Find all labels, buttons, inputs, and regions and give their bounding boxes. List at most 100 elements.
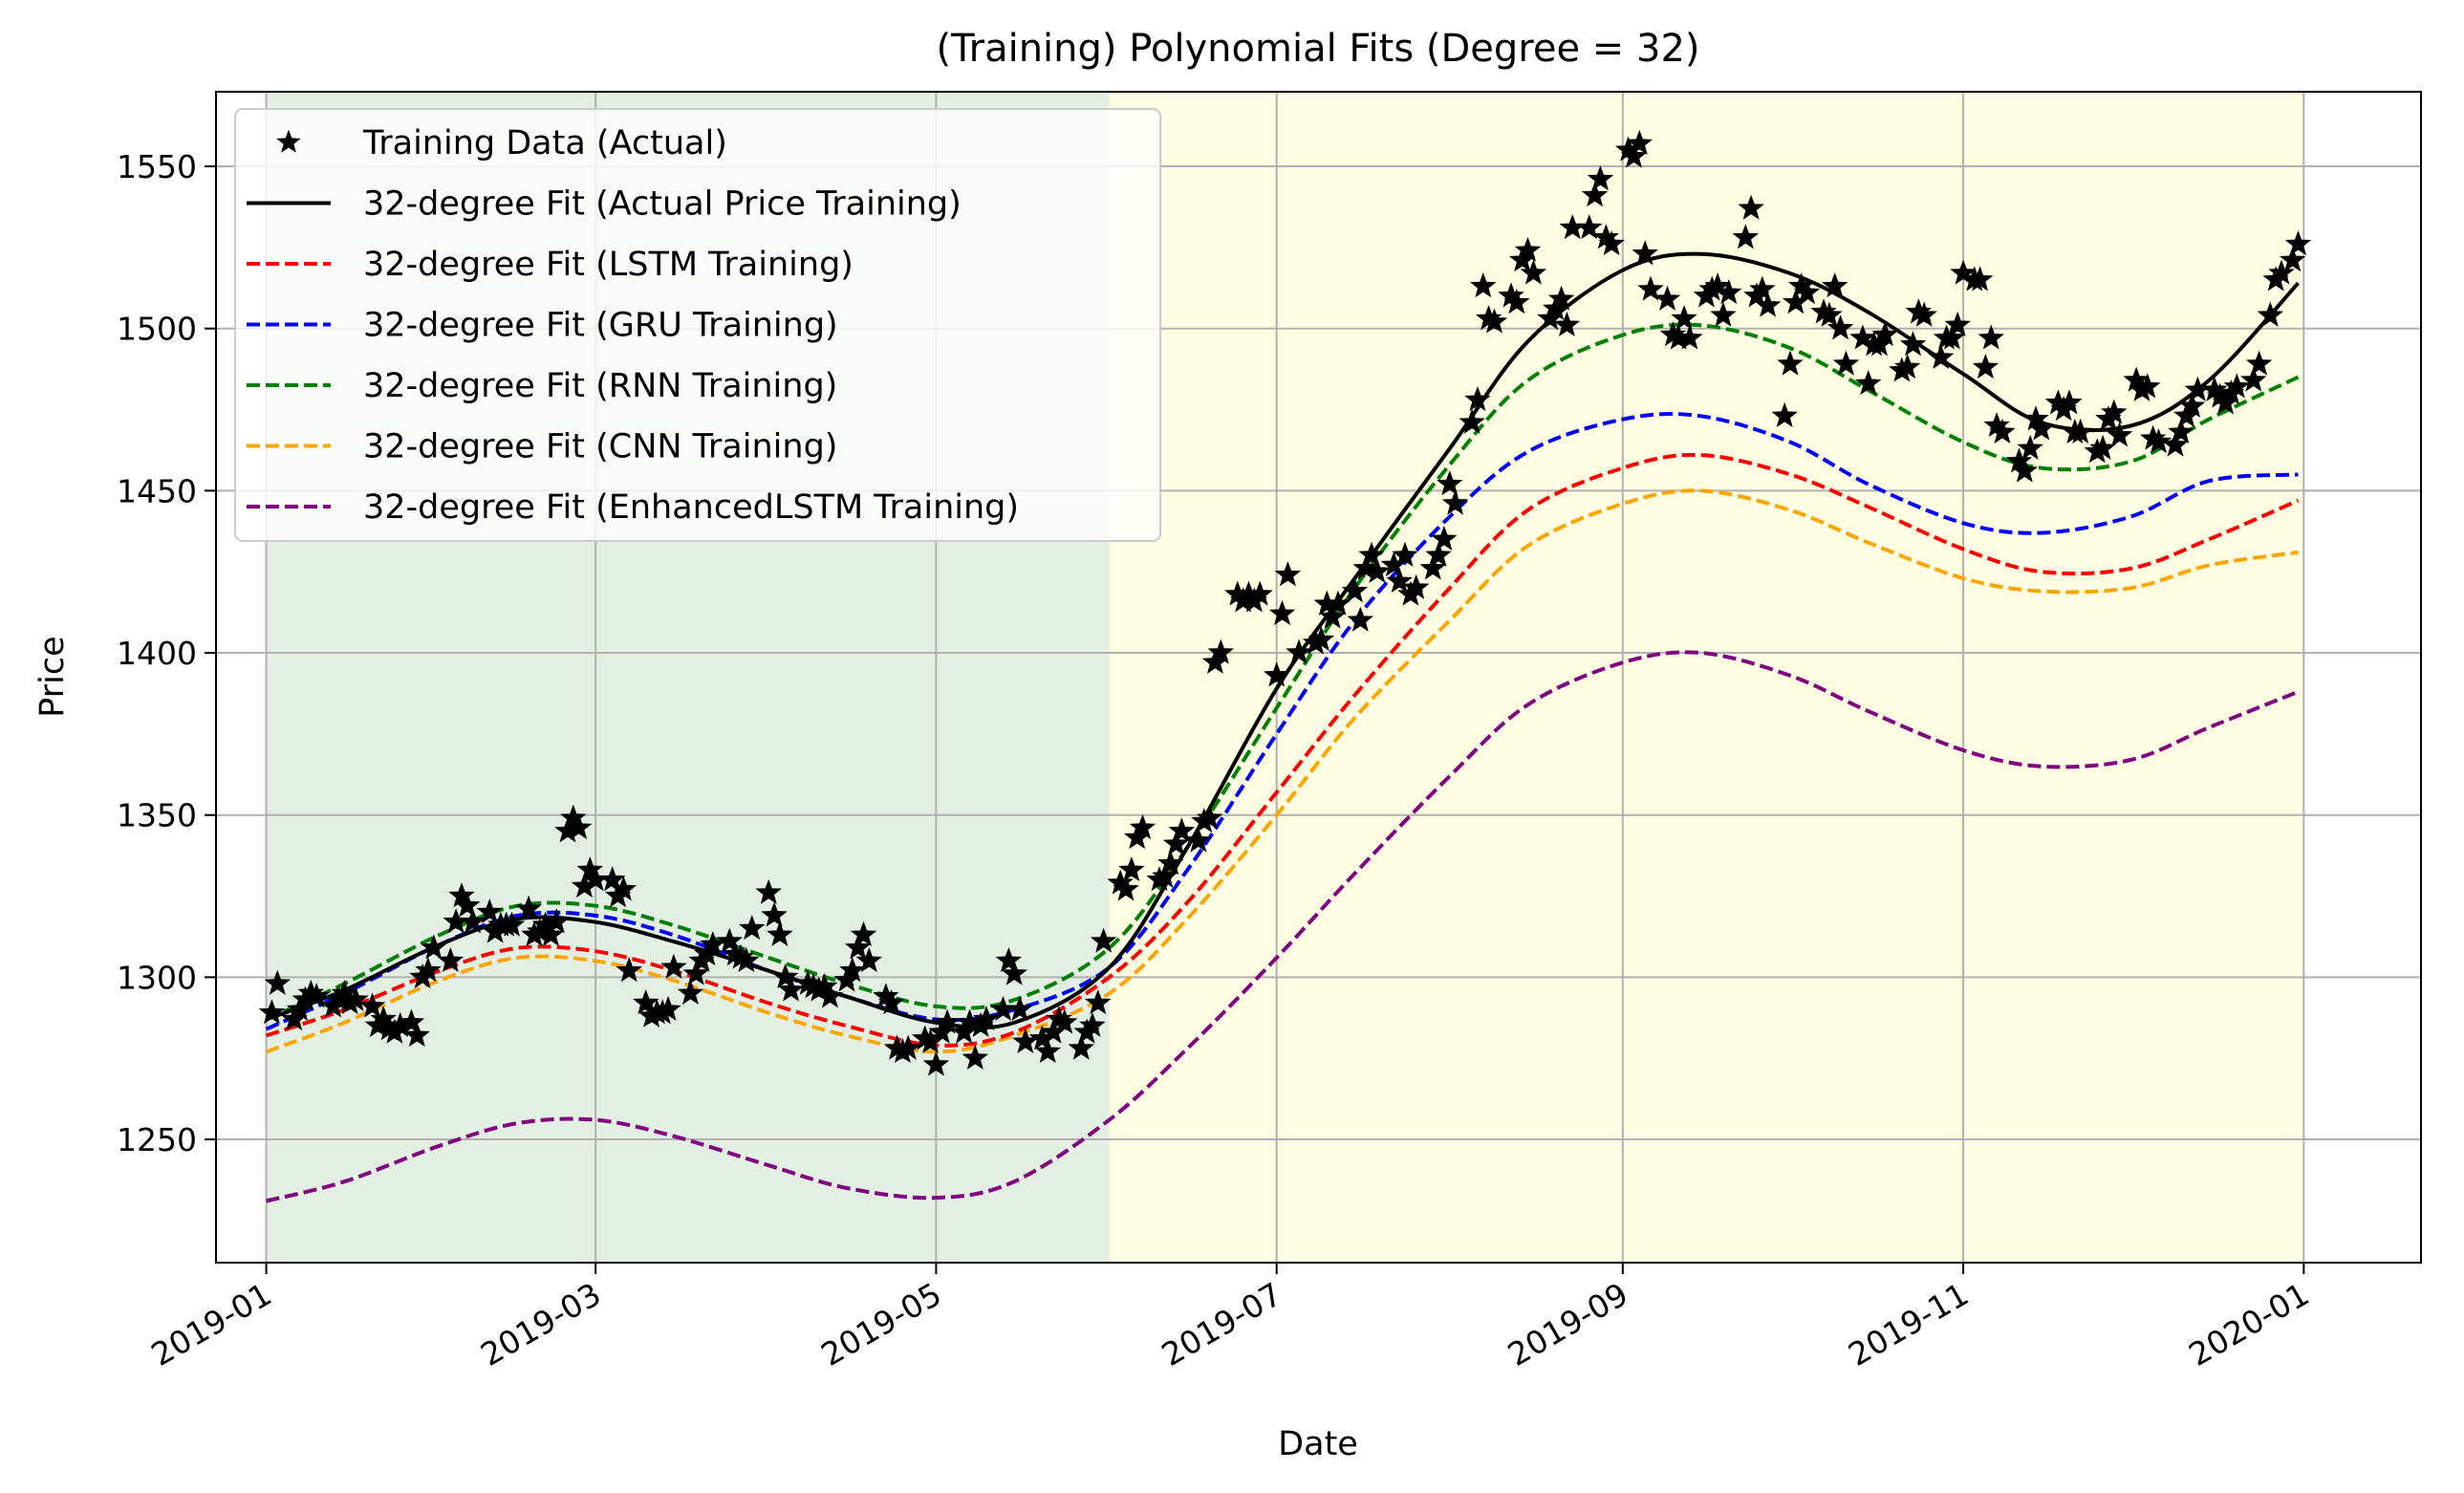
training-data-point [2178, 392, 2206, 418]
training-data-point [610, 876, 638, 901]
training-data-point [1347, 606, 1374, 632]
training-data-point [934, 1008, 961, 1034]
training-data-point [1716, 278, 1742, 305]
training-data-point [1704, 272, 1731, 298]
training-data-point [1286, 638, 1312, 664]
training-data-point [1152, 862, 1178, 888]
training-data-point [2011, 457, 2039, 483]
training-data-point [1581, 182, 1609, 207]
y-tick-label: 1300 [117, 959, 197, 996]
training-data-point [415, 957, 442, 983]
training-data-point [1710, 301, 1737, 327]
training-data-point [755, 878, 782, 904]
training-data-point [2028, 415, 2055, 441]
training-data-point [537, 920, 565, 946]
training-data-point [1514, 236, 1542, 262]
fit-lines [265, 251, 2300, 1203]
training-data-point [761, 901, 788, 927]
training-data-point [1871, 321, 1899, 347]
legend-box [234, 108, 1161, 542]
training-data-point [1849, 324, 1876, 350]
training-data-point [1118, 855, 1145, 882]
training-data-point [1464, 385, 1491, 412]
training-data-point [1950, 259, 1977, 285]
training-data-point [1085, 989, 1112, 1015]
training-data-point [682, 960, 709, 985]
training-data-point [1470, 272, 1497, 298]
training-data-point [1481, 308, 1508, 334]
training-data-point [1637, 275, 1664, 301]
training-data-point [476, 898, 503, 924]
training-data-point [738, 915, 766, 941]
training-data-point [1308, 626, 1335, 652]
training-data-point [1503, 289, 1530, 314]
fit-line-32-degree-fit-actual-price-training [265, 251, 2300, 1030]
training-data-point [1162, 830, 1190, 855]
training-data-point [2268, 259, 2295, 285]
shaded-region-2 [1109, 92, 2304, 1263]
legend-label: 32-degree Fit (CNN Training) [363, 428, 837, 466]
training-data-point [1268, 599, 1296, 625]
training-data-point [342, 985, 369, 1011]
training-data-point [2240, 366, 2267, 392]
training-data-point [398, 1008, 425, 1034]
training-data-point [922, 1050, 950, 1076]
legend-label: 32-degree Fit (Actual Price Training) [363, 185, 962, 224]
training-data-point [855, 946, 883, 973]
training-data-point [1793, 278, 1821, 305]
training-data-point [1263, 661, 1290, 687]
training-data-point [1754, 292, 1782, 317]
training-data-point [1246, 580, 1273, 606]
training-data-point [1587, 165, 1614, 191]
training-data-point [1978, 324, 2004, 350]
training-data-point [1319, 603, 1346, 629]
training-data-point [1425, 541, 1452, 567]
training-data-point [839, 957, 866, 983]
training-data-point [1576, 214, 1603, 240]
training-data-point [1437, 470, 1463, 496]
training-data-point [598, 866, 626, 892]
training-data-point [437, 946, 465, 973]
training-data-point [1441, 489, 1469, 515]
training-data-point [1157, 850, 1184, 876]
fit-line-32-degree-fit-enhancedlstm-training [266, 650, 2300, 1203]
training-data-point [1938, 324, 1966, 350]
training-data-point [1168, 817, 1196, 843]
training-data-point [2106, 422, 2133, 447]
training-data-point [421, 934, 447, 960]
training-data-point [1732, 224, 1760, 249]
training-data-point [1816, 301, 1843, 327]
fit-line-32-degree-fit-cnn-training [265, 488, 2299, 1054]
legend-label: 32-degree Fit (GRU Training) [363, 307, 838, 345]
y-axis-label: Price [33, 636, 72, 717]
training-data-point [2145, 428, 2172, 454]
plot-frame [215, 91, 2422, 1264]
training-data-point [1068, 1034, 1094, 1060]
training-data-point [655, 995, 681, 1021]
training-data-point [777, 976, 805, 1002]
training-data-point [2134, 373, 2161, 399]
training-data-point [1185, 827, 1212, 853]
training-data-point [1653, 285, 1681, 311]
training-data-point [772, 963, 799, 989]
training-data-point [767, 920, 793, 946]
training-data-point [1911, 301, 1937, 327]
training-data-point [660, 953, 687, 979]
training-data-point [2168, 418, 2194, 444]
training-data-point [498, 911, 526, 937]
training-data-point [1419, 554, 1446, 580]
training-data-point [403, 1022, 430, 1048]
legend-marker-star [276, 129, 301, 153]
training-data-point [677, 979, 704, 1006]
training-data-point [2067, 418, 2094, 444]
training-data-point [716, 927, 744, 953]
training-data-point [973, 1006, 1000, 1031]
y-tick-label: 1350 [117, 797, 197, 834]
training-data-point [1620, 142, 1648, 168]
training-data-point [1520, 259, 1547, 285]
training-data-point [1989, 418, 2016, 444]
training-data-point [459, 908, 486, 934]
training-data-point [1598, 230, 1625, 256]
y-tick-label: 1550 [117, 148, 197, 185]
training-data-point [895, 1034, 921, 1060]
